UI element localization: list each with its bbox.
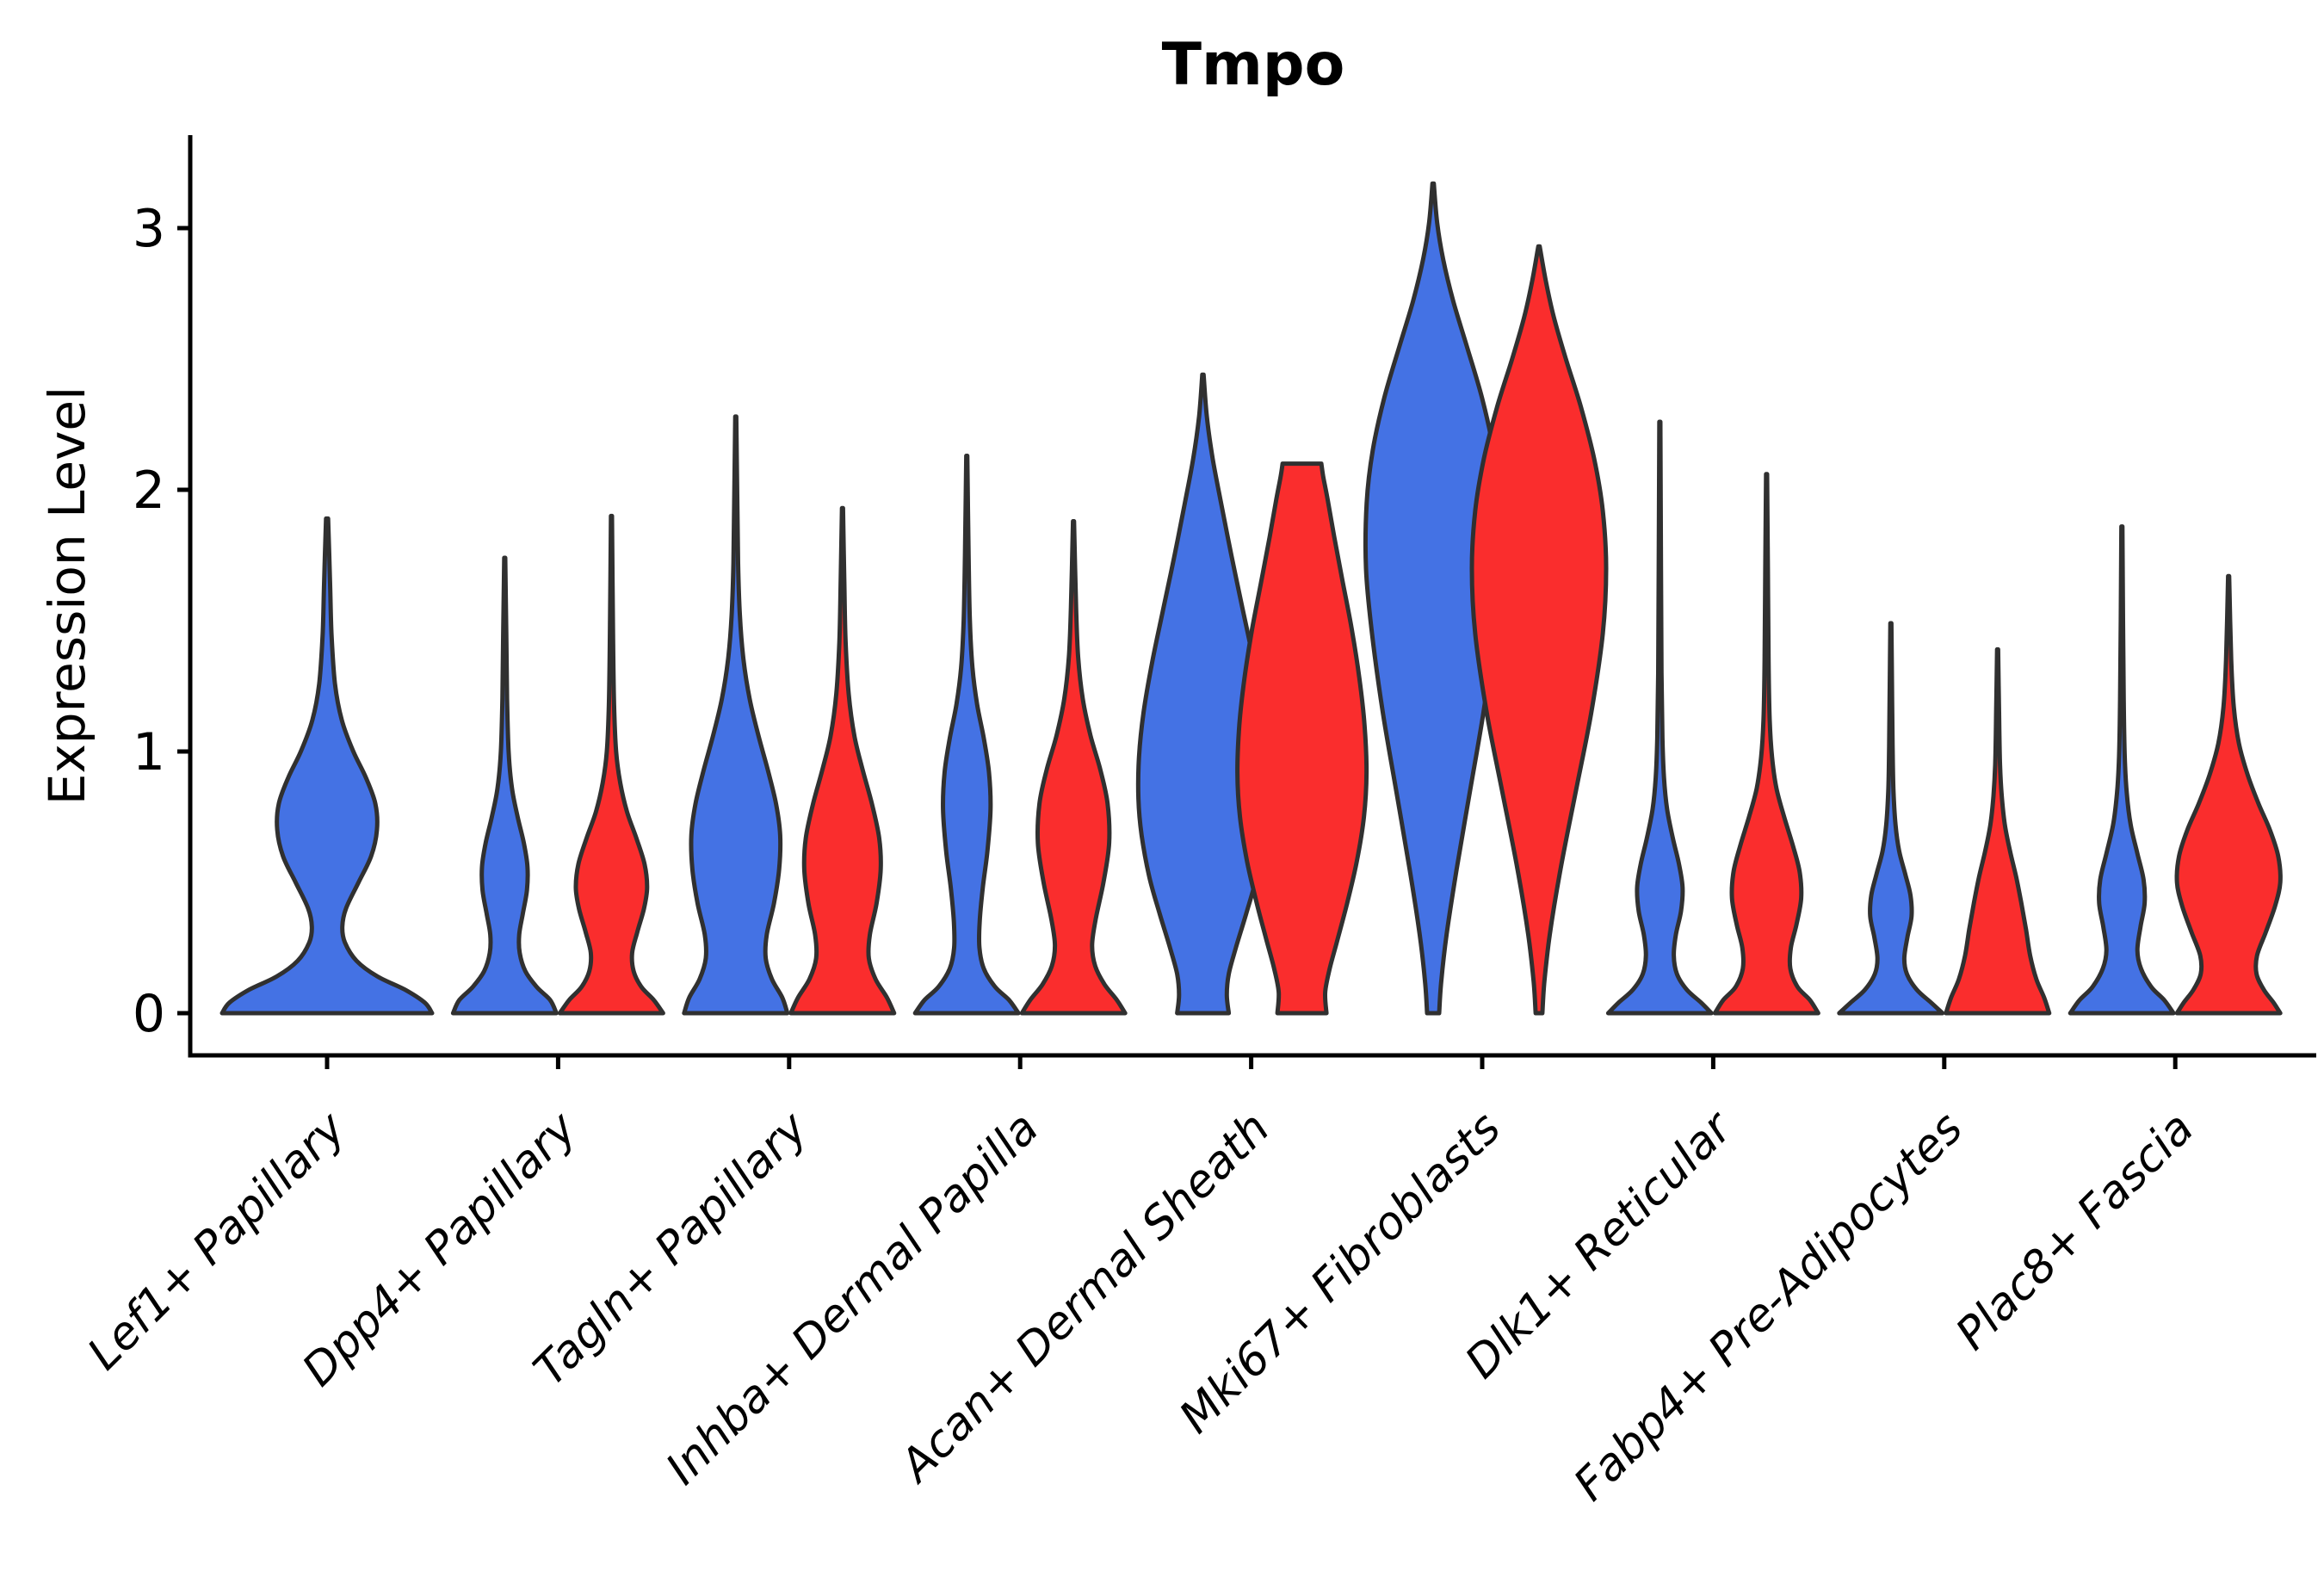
violin-mki67-fibroblasts-red bbox=[1469, 244, 1609, 1016]
x-tick-label-acan-dermal-sheath: Acan+ Dermal Sheath bbox=[889, 1103, 1280, 1494]
violin-fabp4-pre-adipocytes-red bbox=[1944, 646, 2052, 1016]
violin-plac8-fascia-blue bbox=[2067, 524, 2176, 1016]
violin-figure: 0 1 2 3 Lef1+ Papillary Dpp4+ Papillary Tagln+… bbox=[34, 14, 2324, 1563]
x-tick-label-fabp4-pre-adipocytes: Fabp4+ Pre-Adipocytes bbox=[1564, 1103, 1973, 1512]
violin-inhba-dermal-papilla-blue bbox=[912, 454, 1021, 1016]
y-tick-label-2: 2 bbox=[133, 461, 165, 521]
violin-lef1-papillary-blue bbox=[219, 516, 435, 1016]
violin-inhba-dermal-papilla-red bbox=[1019, 519, 1128, 1016]
y-tick-label-3: 3 bbox=[133, 199, 165, 259]
violin-tagln-papillary-red bbox=[788, 505, 897, 1016]
violin-plac8-fascia-red bbox=[2174, 573, 2283, 1016]
violin-dlk1-reticular-red bbox=[1712, 472, 1820, 1016]
violin-acan-dermal-sheath-red bbox=[1235, 461, 1369, 1016]
y-tick-label-0: 0 bbox=[133, 984, 165, 1044]
y-axis-label: Expression Level bbox=[38, 387, 96, 805]
x-tick-label-plac8-fascia: Plac8+ Fascia bbox=[1946, 1103, 2203, 1360]
x-tick-label-inhba-dermal-papilla: Inhba+ Dermal Papilla bbox=[657, 1103, 1049, 1495]
chart-title: Tmpo bbox=[1162, 31, 1345, 99]
violin-fabp4-pre-adipocytes-blue bbox=[1837, 621, 1945, 1016]
y-tick-label-1: 1 bbox=[133, 722, 165, 782]
violin-tagln-papillary-blue bbox=[682, 414, 790, 1016]
violin-dpp4-papillary-blue bbox=[450, 555, 559, 1016]
violin-dpp4-papillary-red bbox=[557, 513, 665, 1016]
violin-dlk1-reticular-blue bbox=[1605, 419, 1714, 1016]
violin-mki67-fibroblasts-blue bbox=[1363, 181, 1504, 1016]
